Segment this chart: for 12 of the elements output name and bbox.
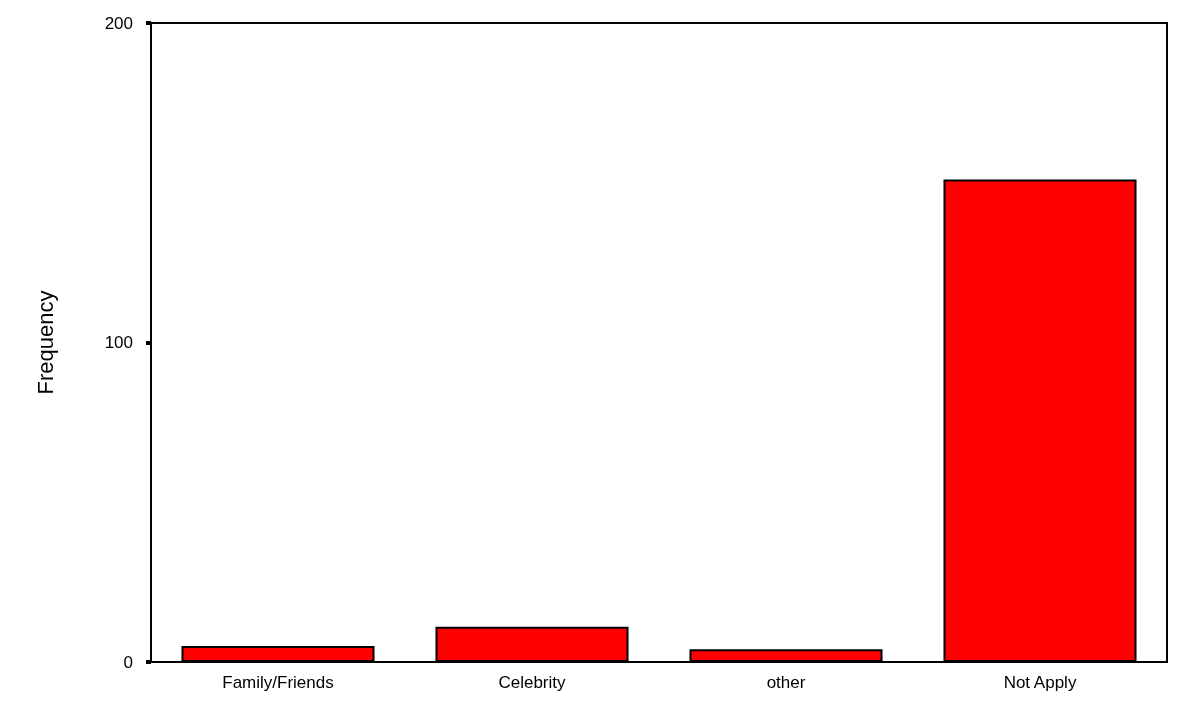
y-axis-title: Frequency xyxy=(32,290,58,395)
bar xyxy=(435,626,629,662)
x-tick-label: Family/Friends xyxy=(222,673,334,692)
x-tick-label: Not Apply xyxy=(1003,673,1077,692)
bar xyxy=(181,646,375,662)
y-tick-label: 200 xyxy=(104,13,133,33)
x-tick-label: Celebrity xyxy=(498,673,567,692)
y-tick-label: 100 xyxy=(104,333,133,352)
x-tick-label: other xyxy=(766,673,806,692)
y-tick-label: 0 xyxy=(123,652,133,672)
bar xyxy=(943,179,1137,662)
bar xyxy=(689,649,883,662)
